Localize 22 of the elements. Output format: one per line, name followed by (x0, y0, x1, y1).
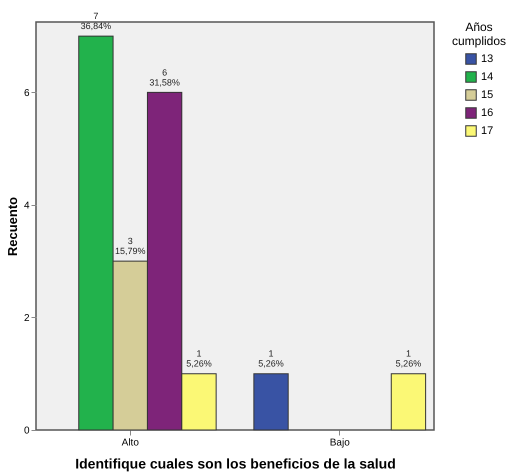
legend-label: 13 (481, 53, 494, 65)
data-label: 1 5,26% (186, 348, 212, 369)
y-tick-label: 6 (24, 88, 30, 99)
legend-label: 15 (481, 89, 494, 101)
data-label: 3 15,79% (115, 236, 146, 256)
legend-title: Años cumplidos (452, 20, 506, 48)
y-tick-label: 0 (24, 426, 30, 436)
bar (253, 373, 289, 430)
x-tick-label: Alto (122, 438, 140, 448)
data-label: 6 31,58% (149, 67, 180, 88)
data-label: 1 5,26% (396, 348, 422, 369)
x-tick-label: Bajo (330, 438, 350, 448)
legend-label: 14 (481, 71, 494, 83)
bar (390, 373, 426, 430)
y-tick-label: 4 (24, 200, 30, 212)
x-axis-title: Identifique cuales son los beneficios de la salud (75, 456, 396, 472)
y-tick-label: 2 (24, 312, 30, 324)
data-label: 1 5,26% (258, 348, 284, 369)
legend-label: 16 (481, 107, 494, 119)
data-label: 7 36,84% (80, 11, 112, 32)
y-axis-title: Recuento (4, 196, 20, 256)
legend-label: 17 (481, 125, 494, 137)
